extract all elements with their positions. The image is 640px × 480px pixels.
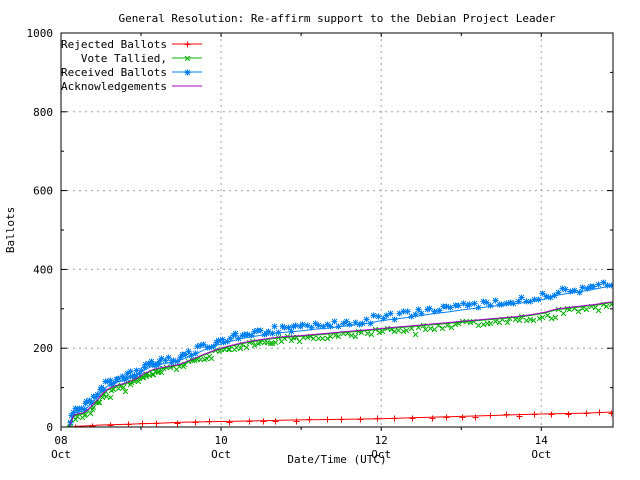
legend-sample-marker (184, 55, 191, 62)
ytick-label-600: 600 (33, 185, 53, 198)
legend-label-received: Received Ballots (61, 66, 167, 79)
legend-label-rejected: Rejected Ballots (61, 38, 167, 51)
received-line (68, 284, 613, 425)
xtick-label-day: 12 (375, 434, 388, 447)
series-received (67, 279, 613, 426)
ytick-label-1000: 1000 (27, 27, 54, 40)
y-axis-label: Ballots (4, 207, 17, 253)
xtick-label-day: 08 (54, 434, 67, 447)
series-layer (66, 279, 613, 427)
legend-entry-received: Received Ballots (61, 66, 202, 79)
axes-frame (60, 32, 614, 431)
ytick-label-0: 0 (46, 421, 53, 434)
gridlines (61, 33, 613, 427)
xtick-label-day: 14 (535, 434, 549, 447)
chart-title: General Resolution: Re-affirm support to… (118, 12, 555, 25)
ytick-label-400: 400 (33, 263, 53, 276)
received-markers (67, 279, 613, 426)
legend-entry-acks: Acknowledgements (61, 80, 202, 93)
series-acks (68, 301, 613, 427)
rejected-line (70, 411, 613, 427)
ytick-label-200: 200 (33, 342, 53, 355)
legend-label-tallied: Vote Tallied, (81, 52, 167, 65)
legend-sample-marker (184, 41, 191, 48)
xtick-label-month: Oct (531, 448, 551, 461)
legend-sample-marker (184, 69, 191, 76)
legend-entry-tallied: Vote Tallied, (81, 52, 202, 65)
x-axis-label: Date/Time (UTC) (287, 453, 386, 466)
xtick-label-month: Oct (211, 448, 231, 461)
acks-line (68, 301, 613, 427)
rejected-markers (72, 409, 613, 427)
series-rejected (70, 409, 613, 427)
legend-label-acks: Acknowledgements (61, 80, 167, 93)
ytick-label-800: 800 (33, 106, 53, 119)
legend-entry-rejected: Rejected Ballots (61, 38, 202, 51)
xtick-label-day: 10 (214, 434, 227, 447)
xtick-label-month: Oct (51, 448, 71, 461)
xtick-label-month: Oct (371, 448, 391, 461)
